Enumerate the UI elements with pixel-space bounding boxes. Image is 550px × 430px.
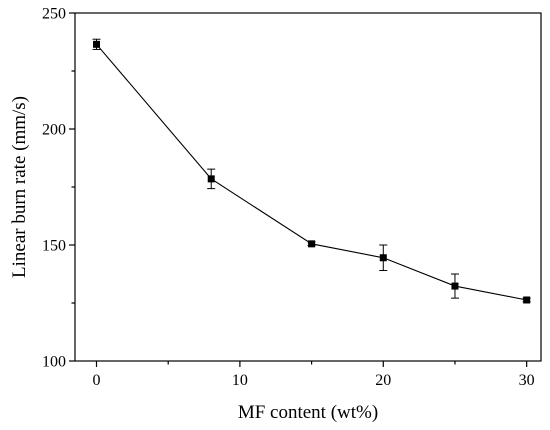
data-point: [451, 282, 459, 290]
y-tick-label: 150: [42, 238, 66, 255]
y-tick-label: 200: [42, 122, 66, 139]
data-point: [523, 296, 531, 304]
y-tick-label: 100: [42, 354, 66, 371]
data-point: [207, 175, 215, 183]
axis-tick-labels: 0 10 20 30 100 150 200 250: [42, 6, 535, 390]
data-point: [308, 240, 316, 248]
data-point: [93, 40, 101, 48]
x-tick-label: 20: [375, 372, 391, 389]
data-point: [379, 254, 387, 262]
data-series: [92, 38, 531, 304]
series-line: [96, 43, 527, 301]
x-tick-label: 30: [519, 372, 535, 389]
plot-frame: [74, 12, 542, 362]
y-axis-label: Linear burn rate (mm/s): [9, 96, 30, 278]
x-tick-label: 0: [93, 372, 101, 389]
axis-ticks: [69, 12, 528, 367]
x-tick-label: 10: [232, 372, 248, 389]
y-tick-label: 250: [42, 6, 66, 23]
x-axis-label: MF content (wt%): [238, 402, 378, 423]
